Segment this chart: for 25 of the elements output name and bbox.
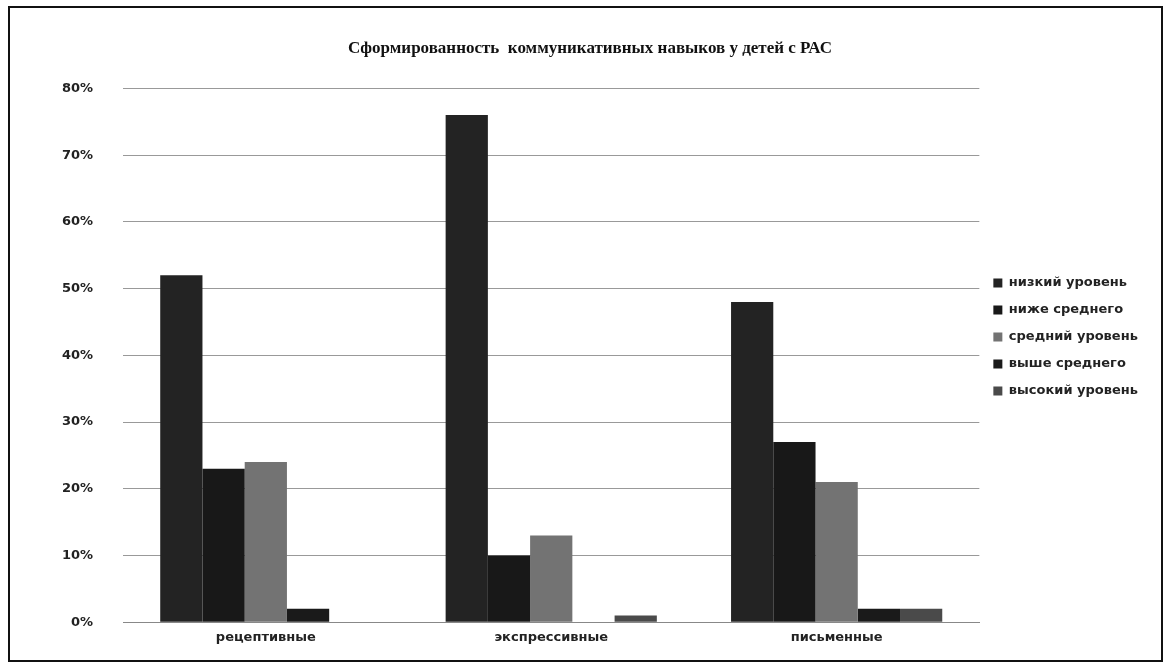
- bar: [857, 608, 901, 622]
- y-tick-label: 20%: [61, 480, 94, 496]
- x-tick-label: письменные: [790, 629, 883, 645]
- x-tick-label: экспрессивные: [494, 629, 609, 645]
- bar: [530, 535, 573, 622]
- bar: [900, 608, 943, 622]
- legend-label: высокий уровень: [1008, 382, 1139, 398]
- legend-label: средний уровень: [1008, 328, 1138, 344]
- chart-title: Сформированность коммуникативных навыков у детей с РАС: [348, 37, 832, 57]
- bar: [286, 608, 330, 622]
- x-tick-label: рецептивные: [215, 629, 316, 645]
- y-tick-label: 50%: [61, 279, 94, 295]
- y-tick-label: 40%: [61, 346, 94, 362]
- bar: [244, 462, 287, 622]
- y-tick-label: 30%: [61, 413, 94, 429]
- legend-label: выше среднего: [1008, 355, 1126, 371]
- legend-label: низкий уровень: [1008, 274, 1128, 290]
- legend-label: ниже среднего: [1008, 301, 1124, 317]
- bar: [815, 482, 858, 622]
- y-tick-label: 0%: [71, 613, 94, 629]
- bar: [614, 615, 657, 622]
- y-tick-label: 80%: [61, 79, 94, 95]
- y-tick-label: 70%: [61, 146, 94, 162]
- y-tick-label: 60%: [61, 213, 94, 229]
- y-tick-label: 10%: [61, 546, 94, 562]
